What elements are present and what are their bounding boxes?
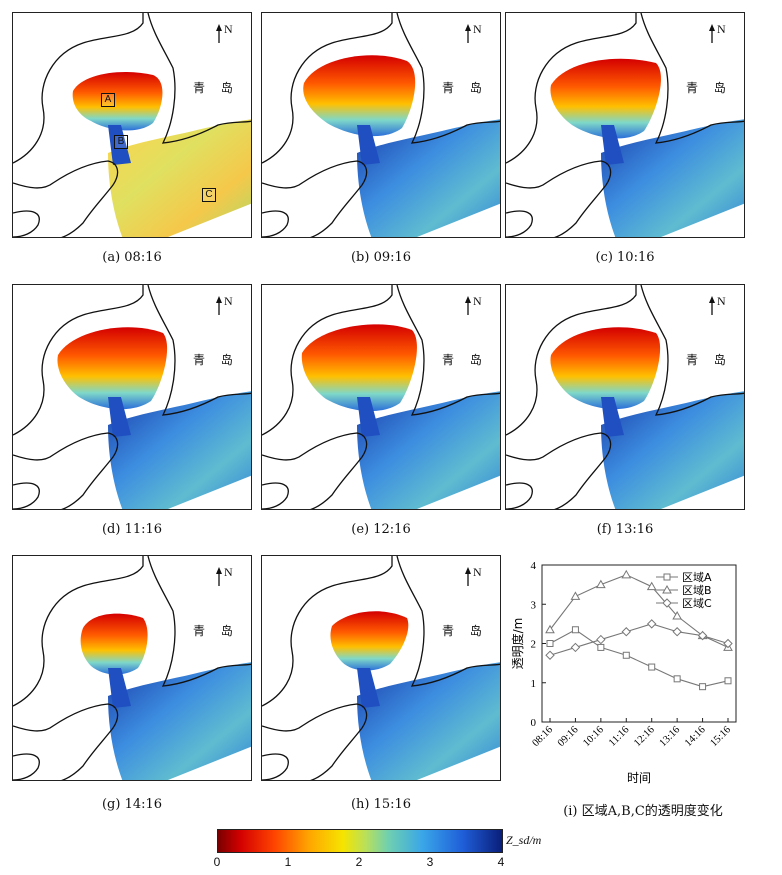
map-panel: N 青 岛 [261, 284, 501, 510]
region-marker-a: A [101, 93, 115, 107]
legend-label: 区域B [682, 584, 712, 597]
map-caption: (b) 09:16 [350, 250, 412, 265]
map-panel: N 青 岛 [505, 284, 745, 510]
map-image [506, 285, 744, 509]
city-label-qingdao: 青 岛 [442, 81, 488, 95]
map-caption: (d) 11:16 [101, 522, 163, 537]
map-panel: N 青 岛 [12, 284, 252, 510]
line-chart-panel: 0 1 2 3 4 08:16 09:16 10:16 11:16 12:16 13:16 14:16… [510, 555, 772, 790]
x-tick-label: 09:16 [556, 724, 581, 749]
city-label-qingdao: 青 岛 [442, 353, 488, 367]
data-point [595, 579, 606, 589]
data-point [571, 626, 579, 634]
region-marker-b: B [114, 135, 128, 149]
north-arrow-label: N [224, 565, 233, 579]
map-caption: (h) 15:16 [350, 797, 412, 812]
north-arrow-label: N [473, 22, 482, 36]
north-arrow-label: N [473, 565, 482, 579]
data-point [597, 643, 605, 651]
series-line [549, 623, 729, 656]
y-tick-label: 1 [531, 678, 537, 690]
y-tick-label: 0 [531, 717, 537, 729]
legend-label: 区域C [682, 597, 712, 610]
north-arrow-label: N [717, 22, 726, 36]
map-image [13, 285, 251, 509]
legend-marker [662, 598, 672, 608]
data-point [724, 677, 732, 685]
data-point [545, 650, 555, 660]
map-caption: (a) 08:16 [102, 250, 162, 265]
map-caption: (g) 14:16 [101, 797, 163, 812]
x-tick-label: 11:16 [607, 724, 631, 748]
map-image [506, 13, 744, 237]
map-image [13, 556, 251, 780]
data-point [723, 638, 733, 649]
data-point [646, 581, 657, 591]
map-panel: N 青 岛 A B C [12, 12, 252, 238]
colorbar-label: Z_sd/m [506, 833, 542, 847]
x-tick-label: 10:16 [581, 724, 606, 749]
data-point [545, 624, 555, 634]
city-label-qingdao: 青 岛 [193, 81, 239, 95]
data-point [570, 642, 581, 653]
x-tick-label: 12:16 [632, 724, 657, 749]
map-image [13, 13, 251, 237]
map-caption: (e) 12:16 [351, 522, 411, 537]
data-point [621, 627, 631, 637]
region-marker-c: C [202, 188, 216, 202]
data-point [622, 651, 630, 659]
colorbar-tick: 2 [355, 855, 363, 869]
city-label-qingdao: 青 岛 [193, 624, 239, 638]
colorbar-tick: 3 [426, 855, 434, 869]
map-panel: N 青 岛 [12, 555, 252, 781]
x-axis-label: 时间 [627, 771, 651, 785]
colorbar-tick: 0 [213, 855, 221, 869]
data-point [672, 611, 683, 620]
series-line [549, 574, 729, 648]
map-caption: (c) 10:16 [595, 250, 655, 265]
legend-label: 区域A [682, 571, 712, 584]
map-image [262, 556, 500, 780]
y-tick-label: 4 [531, 560, 537, 572]
city-label-qingdao: 青 岛 [686, 81, 732, 95]
map-image [262, 285, 500, 509]
city-label-qingdao: 青 岛 [193, 353, 239, 367]
data-point [697, 630, 708, 641]
map-panel: N 青 岛 [261, 12, 501, 238]
legend-marker [663, 573, 671, 581]
data-point [546, 640, 554, 647]
data-point [648, 663, 656, 671]
data-point [596, 634, 606, 645]
y-tick-label: 2 [531, 639, 537, 651]
map-panel: N 青 岛 [261, 555, 501, 781]
map-image [262, 13, 500, 237]
data-point [621, 569, 632, 579]
north-arrow-label: N [224, 294, 233, 308]
colorbar-tick: 1 [284, 855, 292, 869]
north-arrow-label: N [224, 22, 233, 36]
north-arrow-label: N [473, 294, 482, 308]
series-line [549, 629, 729, 688]
city-label-qingdao: 青 岛 [442, 624, 488, 638]
data-point [672, 627, 682, 637]
data-point [647, 619, 657, 629]
line-chart-caption: (i) 区域A,B,C的透明度变化 [563, 804, 723, 819]
x-tick-label: 13:16 [658, 724, 683, 749]
north-arrow-label: N [717, 294, 726, 308]
x-tick-label: 15:16 [708, 724, 733, 749]
y-axis-label: 透明度/m [510, 618, 525, 670]
colorbar [217, 829, 503, 853]
x-tick-label: 14:16 [683, 724, 708, 749]
data-point [699, 683, 707, 691]
map-caption: (f) 13:16 [596, 522, 654, 537]
colorbar-tick: 4 [497, 855, 505, 869]
data-point [570, 591, 581, 600]
map-panel: N 青 岛 [505, 12, 745, 238]
city-label-qingdao: 青 岛 [686, 353, 732, 367]
legend-marker [662, 584, 672, 594]
y-tick-label: 3 [531, 599, 537, 611]
data-point [673, 675, 681, 683]
